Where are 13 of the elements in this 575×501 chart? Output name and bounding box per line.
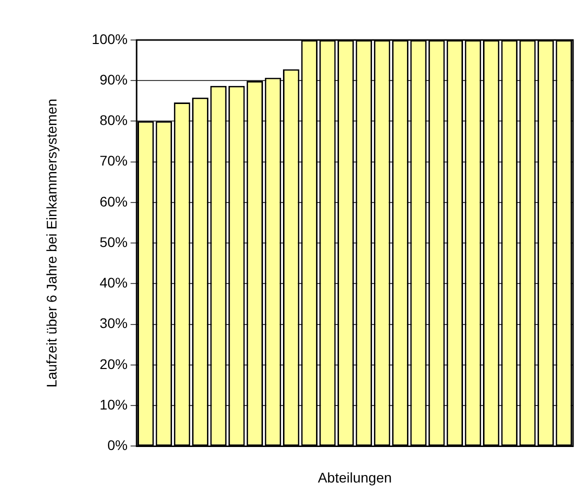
y-tick-label: 50% (100, 234, 128, 250)
x-axis-title: Abteilungen (318, 469, 392, 486)
y-tick-label: 70% (100, 152, 128, 169)
y-tick-label: 90% (100, 71, 128, 88)
y-tick-label: 40% (100, 274, 128, 291)
y-axis-title: Laufzeit über 6 Jahre bei Einkammersystemen (43, 98, 60, 388)
y-tick-label: 30% (100, 315, 128, 332)
y-tick-label: 0% (107, 437, 128, 454)
y-tick-label: 10% (100, 396, 128, 412)
y-tick-label: 80% (100, 112, 128, 128)
y-tick-label: 60% (100, 193, 128, 210)
y-tick-label: 100% (92, 30, 128, 47)
y-tick-label: 20% (100, 356, 128, 372)
